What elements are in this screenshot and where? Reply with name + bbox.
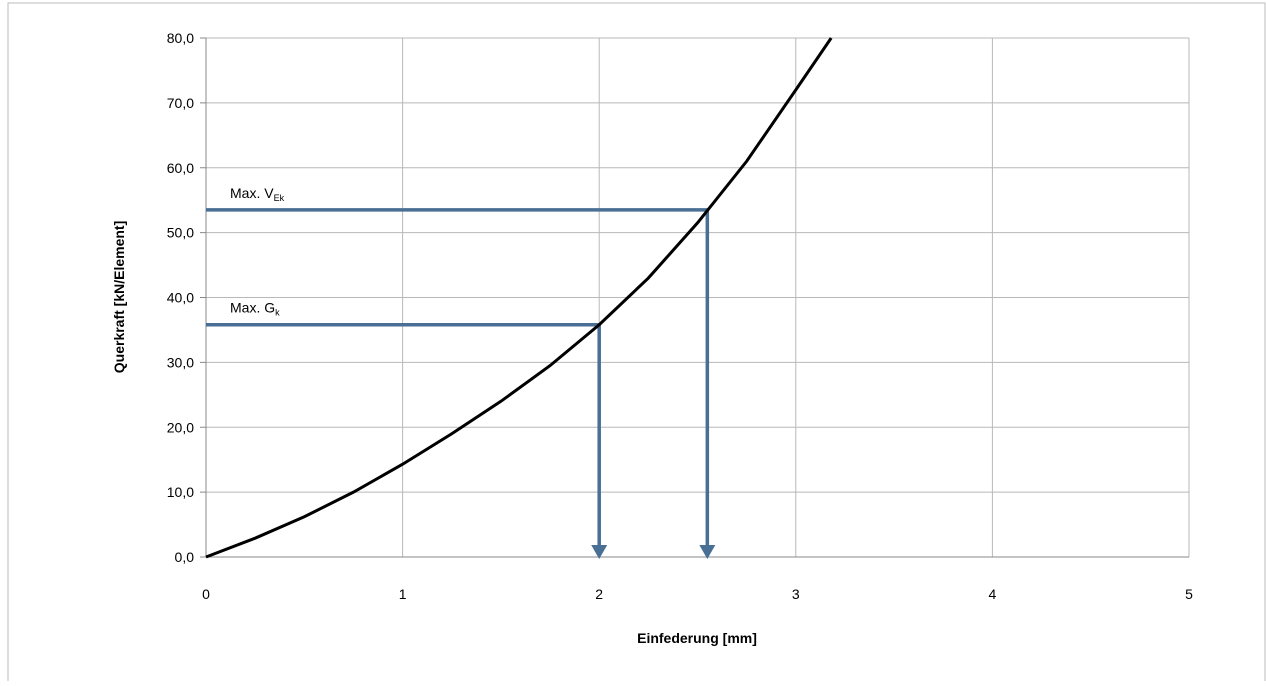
- y-axis-label: Querkraft [kN/Element]: [111, 221, 127, 373]
- x-tick-label: 1: [399, 586, 407, 602]
- curve: [205, 37, 833, 559]
- y-tick-label: 70,0: [167, 95, 194, 111]
- y-tick-label: 0,0: [175, 549, 195, 565]
- y-tick-label: 30,0: [167, 354, 194, 370]
- x-tick-label: 4: [989, 586, 997, 602]
- annotation-text: Max. G: [230, 300, 275, 316]
- x-tick-label: 3: [792, 586, 800, 602]
- x-tick-label: 0: [202, 586, 210, 602]
- x-axis-label: Einfederung [mm]: [637, 630, 757, 646]
- y-tick-label: 10,0: [167, 484, 194, 500]
- annotation-arrow: [591, 545, 608, 559]
- y-tick-label: 60,0: [167, 160, 194, 176]
- annotation-label: Max. Gk: [230, 300, 280, 318]
- annotation-subscript: Ek: [274, 193, 285, 203]
- annotation-subscript: k: [275, 308, 280, 318]
- annotation-label: Max. VEk: [230, 185, 285, 203]
- y-tick-label: 20,0: [167, 419, 194, 435]
- x-tick-label: 5: [1185, 586, 1193, 602]
- x-tick-label: 2: [595, 586, 603, 602]
- y-tick-label: 40,0: [167, 290, 194, 306]
- y-tick-label: 80,0: [167, 30, 194, 46]
- annotation-line: [206, 208, 710, 549]
- y-tick-label: 50,0: [167, 225, 194, 241]
- annotation-text: Max. V: [230, 185, 274, 201]
- chart-frame: [7, 2, 1266, 681]
- annotation-arrow: [699, 545, 716, 559]
